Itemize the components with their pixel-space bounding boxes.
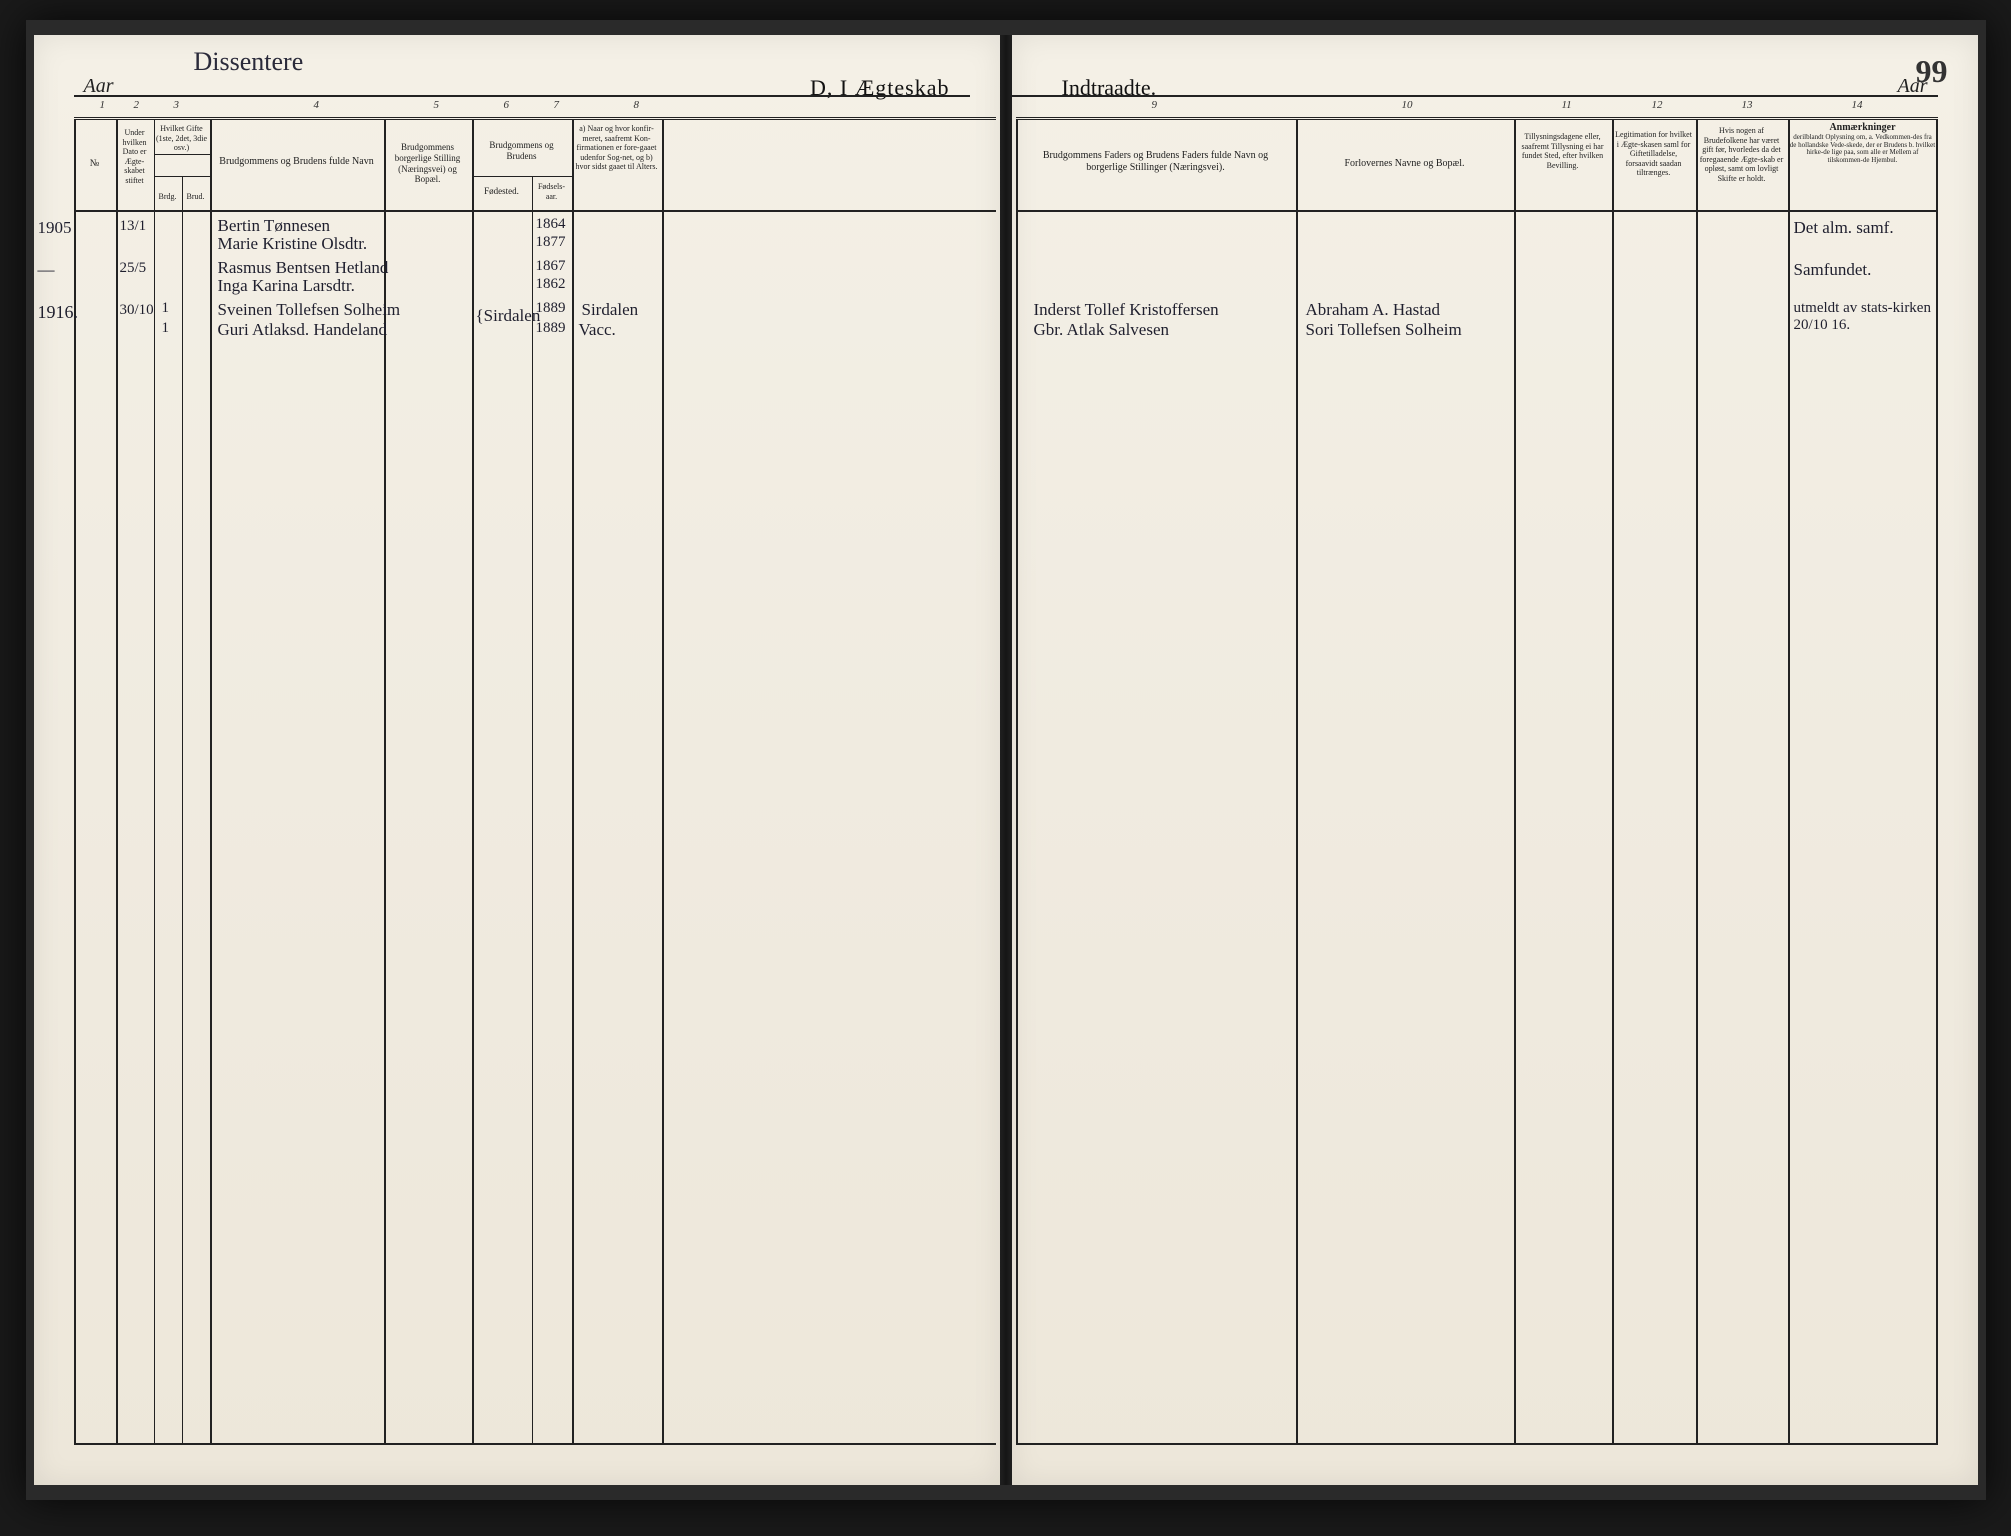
hdr-gifte: Hvilket Gifte (1ste, 2det, 3die osv.) — [155, 124, 209, 153]
entry-forlov: Abraham A. Hastad — [1306, 300, 1441, 320]
hdr-birthyear: Fødsels-aar. — [533, 182, 571, 201]
entry-by: 1862 — [536, 276, 566, 293]
entry-remark: Samfundet. — [1794, 260, 1872, 280]
center-heading-left: D, I Ægteskab — [810, 75, 949, 101]
entry-name: Rasmus Bentsen Hetland — [218, 258, 389, 278]
entry-by: 1889 — [536, 320, 566, 337]
entry-name: Inga Karina Larsdtr. — [218, 276, 355, 296]
entry-name: Marie Kristine Olsdtr. — [218, 234, 368, 254]
entry-remark: Det alm. samf. — [1794, 218, 1894, 238]
hdr-anm-body: derilblandt Oplysning om, a. Vedkommen-d… — [1790, 134, 1936, 165]
entry-by: 1889 — [536, 300, 566, 317]
coln: 12 — [1652, 99, 1663, 111]
entry-bp: {Sirdalen — [476, 306, 541, 326]
entry-father: Inderst Tollef Kristoffersen — [1034, 300, 1219, 320]
center-heading-right: Indtraadte. — [1062, 75, 1157, 101]
entry-conf: Vacc. — [579, 320, 616, 340]
hdr-konf: a) Naar og hvor konfir-meret, saafremt K… — [574, 124, 660, 172]
entry-remark: utmeldt av stats-kirken 20/10 16. — [1794, 300, 1934, 333]
entry-gifte: 1 — [162, 300, 170, 317]
header-band-left: № Under hvilken Dato er Ægte-skabet stif… — [74, 120, 996, 212]
coln: 9 — [1152, 99, 1158, 111]
rule-top-right — [1012, 95, 1938, 97]
aar-label-right: Aar — [1898, 75, 1928, 101]
entry-year: 1905 — [38, 218, 72, 238]
entry-name: Bertin Tønnesen — [218, 216, 331, 236]
hdr-brdg: Brdg. — [155, 192, 181, 202]
aar-label-left: Aar — [84, 75, 114, 101]
entry-conf: Sirdalen — [582, 300, 639, 320]
ledger-book: Dissentere Aar D, I Ægteskab 1 2 3 4 5 6… — [26, 20, 1986, 1500]
top-script-note: Dissentere — [194, 47, 304, 77]
coln: 13 — [1742, 99, 1753, 111]
hdr-forlov: Forlovernes Navne og Bopæl. — [1300, 158, 1510, 170]
hdr-prev: Hvis nogen af Brudefolkene har været gif… — [1698, 126, 1786, 184]
coln: 1 — [100, 99, 106, 111]
hdr-brud: Brud. — [183, 192, 209, 202]
col-nums-left: 1 2 3 4 5 6 7 8 — [34, 99, 1000, 117]
entry-name: Sveinen Tollefsen Solheim — [218, 300, 401, 320]
entry-forlov: Sori Tollefsen Solheim — [1306, 320, 1462, 340]
coln: 4 — [314, 99, 320, 111]
coln: 10 — [1402, 99, 1413, 111]
heading-left: Aar D, I Ægteskab — [34, 75, 1000, 101]
coln: 5 — [434, 99, 440, 111]
hdr-no: № — [76, 158, 114, 170]
entry-father: Gbr. Atlak Salvesen — [1034, 320, 1170, 340]
hdr-stilling: Brudgommens borgerlige Stilling (Nærings… — [386, 142, 470, 185]
hdr-fathers: Brudgommens Faders og Brudens Faders ful… — [1022, 150, 1290, 174]
coln: 14 — [1852, 99, 1863, 111]
rule-top-left — [74, 95, 970, 97]
coln: 6 — [504, 99, 510, 111]
entry-by: 1877 — [536, 234, 566, 251]
page-right: 99 Indtraadte. Aar 9 10 11 12 13 14 Brud… — [1012, 35, 1978, 1485]
page-left: Dissentere Aar D, I Ægteskab 1 2 3 4 5 6… — [34, 35, 1000, 1485]
hdr-legit: Legitimation for hvilket i Ægte-skasen s… — [1614, 130, 1694, 178]
entry-by: 1867 — [536, 258, 566, 275]
hdr-birth: Brudgommens og Brudens — [474, 140, 570, 162]
entry-year: 1916. — [38, 302, 79, 323]
coln: 2 — [134, 99, 140, 111]
hdr-date: Under hvilken Dato er Ægte-skabet stifte… — [117, 128, 153, 186]
heading-right: Indtraadte. Aar — [1012, 75, 1978, 101]
entry-date: 13/1 — [120, 218, 147, 235]
hdr-names: Brudgommens og Brudens fulde Navn — [214, 156, 380, 168]
entry-year: — — [38, 260, 55, 280]
table-right: Brudgommens Faders og Brudens Faders ful… — [1016, 117, 1938, 1445]
entry-name: Guri Atlaksd. Handeland — [218, 320, 388, 340]
hdr-tillys: Tillysningsdagene eller, saafremt Tillys… — [1516, 132, 1610, 170]
entry-date: 30/10 — [120, 302, 154, 319]
coln: 7 — [554, 99, 560, 111]
coln: 3 — [174, 99, 180, 111]
hdr-birthplace: Fødested. — [474, 186, 530, 197]
col-nums-right: 9 10 11 12 13 14 — [1012, 99, 1978, 117]
coln: 8 — [634, 99, 640, 111]
header-band-right: Brudgommens Faders og Brudens Faders ful… — [1016, 120, 1938, 212]
book-spine — [1000, 35, 1012, 1485]
entry-gifte: 1 — [162, 320, 170, 337]
table-left: № Under hvilken Dato er Ægte-skabet stif… — [74, 117, 996, 1445]
entry-date: 25/5 — [120, 260, 147, 277]
entry-by: 1864 — [536, 216, 566, 233]
coln: 11 — [1562, 99, 1572, 111]
